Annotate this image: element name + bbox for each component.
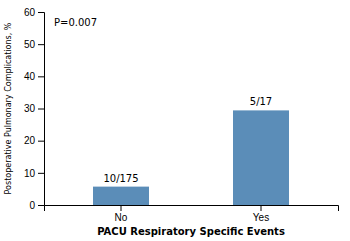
tick-mark: [38, 141, 44, 142]
tick-label: 60: [24, 7, 36, 18]
tick: 30: [24, 103, 44, 114]
bars: [93, 110, 289, 205]
tick: 40: [24, 71, 44, 82]
tick: Yes: [253, 205, 269, 223]
tick-mark: [38, 44, 44, 45]
tick: 0: [29, 200, 44, 211]
tick-mark: [38, 12, 44, 13]
tick-label: 50: [24, 39, 36, 50]
tick-label: 20: [24, 135, 36, 146]
tick-label: 40: [24, 71, 36, 82]
tick-mark: [38, 109, 44, 110]
tick-label: No: [115, 212, 128, 223]
tick-mark: [261, 205, 262, 211]
tick: 20: [24, 135, 44, 146]
x-axis-title: PACU Respiratory Specific Events: [97, 226, 285, 237]
x-axis: No Yes: [45, 205, 339, 223]
data-label: 10/175: [103, 173, 138, 184]
tick-mark: [38, 173, 44, 174]
bar: [93, 187, 149, 205]
chart-svg: 0 10 20 30 40 50 60 No Yes 10/175 5/17 P=0.007 PACU …: [0, 0, 350, 241]
tick-label: 10: [24, 168, 36, 179]
axis-line: [45, 206, 339, 212]
data-labels: 10/175 5/17: [103, 96, 272, 183]
tick: No: [115, 205, 128, 223]
tick-label: 0: [29, 200, 35, 211]
tick: 60: [24, 7, 44, 18]
y-axis-title: Postoperative Pulmonary Complications, %: [4, 22, 13, 194]
tick-mark: [38, 205, 44, 206]
chart-container: 0 10 20 30 40 50 60 No Yes 10/175 5/17 P=0.007 PACU …: [0, 0, 350, 241]
tick: 50: [24, 39, 44, 50]
annotation: P=0.007: [54, 17, 97, 28]
tick-label: Yes: [253, 212, 269, 223]
tick: 10: [24, 168, 44, 179]
y-axis: 0 10 20 30 40 50 60: [24, 7, 45, 211]
plot-area: 0 10 20 30 40 50 60 No Yes 10/175 5/17 P=0.007: [24, 7, 339, 223]
axis-line: [38, 13, 45, 206]
data-label: 5/17: [250, 96, 272, 107]
bar: [233, 110, 289, 205]
tick-label: 30: [24, 103, 36, 114]
tick-mark: [38, 76, 44, 77]
tick-mark: [121, 205, 122, 211]
